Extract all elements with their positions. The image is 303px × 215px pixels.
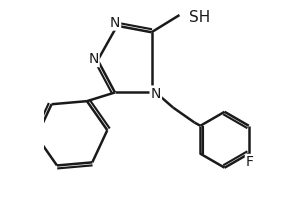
Text: SH: SH [189, 10, 210, 25]
Text: N: N [110, 15, 120, 30]
Text: N: N [151, 86, 161, 101]
Text: N: N [88, 52, 99, 66]
Text: F: F [246, 155, 254, 169]
